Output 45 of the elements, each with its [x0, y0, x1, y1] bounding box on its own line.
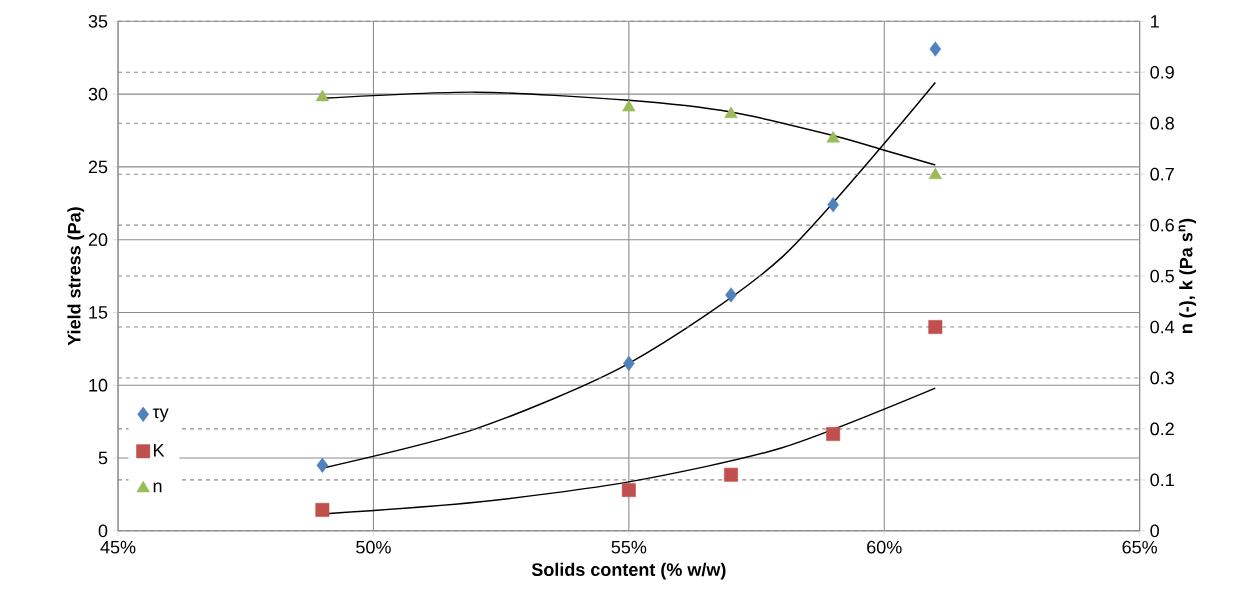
y2-tick-label: 0.4 — [1150, 320, 1175, 334]
y2-tick-label: 0.5 — [1150, 269, 1174, 283]
x-tick-label: 55% — [611, 540, 647, 554]
point — [623, 355, 635, 371]
y2-tick-label: 0.1 — [1150, 473, 1174, 486]
y-tick-label: 35 — [88, 14, 108, 28]
legend-label: n — [153, 482, 162, 492]
point — [928, 319, 943, 334]
legend-label: τy — [152, 408, 169, 422]
y2-axis-title: n (-), k (Pa s$^{n}$) — [1178, 218, 1197, 333]
point — [724, 467, 738, 482]
y2-tick-label: 0.7 — [1150, 167, 1174, 181]
legend-label: K — [154, 443, 165, 457]
point — [929, 41, 942, 57]
point — [315, 89, 329, 101]
point — [315, 502, 330, 517]
x-tick-label: 65% — [1122, 540, 1158, 554]
y2-tick-label: 1 — [1151, 14, 1159, 28]
y-tick-label: 5 — [98, 451, 108, 465]
x-tick-label: 45% — [100, 540, 136, 554]
y-tick-label: 15 — [89, 305, 108, 319]
y-axis-title: Yield stress (Pa) — [67, 207, 85, 346]
point — [622, 99, 636, 112]
y2-tick-label: 0.2 — [1150, 422, 1174, 436]
x-tick-label: 50% — [356, 540, 391, 554]
point — [826, 130, 840, 143]
y-tick-label: 25 — [88, 160, 108, 174]
y-tick-label: 30 — [88, 87, 108, 101]
point — [827, 196, 839, 213]
point — [928, 167, 942, 179]
y-tick-label: 10 — [89, 378, 108, 392]
point — [725, 287, 737, 303]
y2-tick-label: 0 — [1150, 524, 1159, 537]
x-tick-label: 60% — [867, 540, 902, 554]
y2-tick-label: 0.6 — [1150, 218, 1174, 232]
x-axis-title: Solids content (% w/w) — [531, 562, 726, 580]
y2-tick-label: 0.8 — [1150, 116, 1174, 130]
point — [621, 482, 636, 497]
point — [316, 457, 329, 473]
y2-tick-label: 0.9 — [1150, 65, 1174, 79]
y-tick-label: 20 — [88, 233, 108, 246]
point — [724, 106, 738, 118]
y2-tick-label: 0.3 — [1150, 371, 1174, 385]
y-tick-label: 0 — [98, 524, 108, 537]
point — [826, 426, 841, 441]
